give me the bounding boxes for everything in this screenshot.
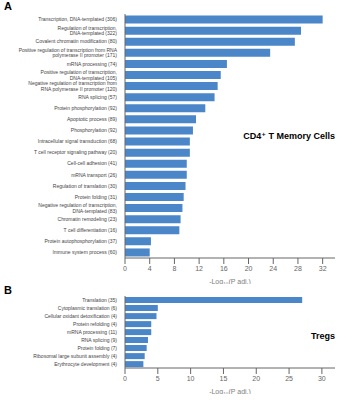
svg-text:Regulation of transcription,DN: Regulation of transcription,DNA-template… — [58, 25, 118, 37]
svg-text:Immune system process (60): Immune system process (60) — [53, 249, 118, 255]
svg-text:mRNA transport (26): mRNA transport (26) — [71, 172, 117, 178]
svg-text:Ribosomal large subunit assemb: Ribosomal large subunit assembly (4) — [33, 353, 117, 359]
svg-text:20: 20 — [252, 375, 260, 382]
svg-text:25: 25 — [285, 375, 293, 382]
svg-text:Erythrocyte development (4): Erythrocyte development (4) — [54, 361, 117, 367]
svg-text:RNA splicing (57): RNA splicing (57) — [78, 94, 117, 100]
svg-text:Cell-cell adhesion (41): Cell-cell adhesion (41) — [67, 160, 117, 166]
svg-text:-Log₁₀(P adj.): -Log₁₀(P adj.) — [209, 388, 251, 394]
svg-text:Intracellular signal transduct: Intracellular signal transduction (68) — [38, 138, 118, 144]
svg-text:32: 32 — [319, 265, 327, 272]
svg-text:16: 16 — [220, 265, 228, 272]
svg-text:Translation (35): Translation (35) — [82, 297, 117, 303]
svg-text:Covalent chromatin modificatio: Covalent chromatin modification (80) — [36, 38, 118, 44]
svg-text:12: 12 — [195, 265, 203, 272]
svg-text:Phosphorylation (92): Phosphorylation (92) — [71, 127, 117, 133]
svg-text:-Log₁₀(P adj.): -Log₁₀(P adj.) — [209, 278, 251, 284]
svg-text:T cell receptor signaling path: T cell receptor signaling pathway (20) — [34, 149, 117, 155]
svg-text:24: 24 — [269, 265, 277, 272]
svg-text:10: 10 — [187, 375, 195, 382]
svg-text:30: 30 — [318, 375, 326, 382]
svg-text:mRNA processing (74): mRNA processing (74) — [67, 61, 118, 67]
svg-text:4: 4 — [148, 265, 152, 272]
svg-text:Regulation of translation (30): Regulation of translation (30) — [53, 183, 118, 189]
svg-text:Negative regulation of transcr: Negative regulation of transcription,DNA… — [38, 202, 117, 214]
svg-text:8: 8 — [172, 265, 176, 272]
svg-text:T cell differentiation (16): T cell differentiation (16) — [64, 227, 118, 233]
svg-text:Protein refolding (4): Protein refolding (4) — [73, 321, 117, 327]
svg-text:0: 0 — [123, 265, 127, 272]
svg-text:Cytoplasmic translation (6): Cytoplasmic translation (6) — [58, 305, 118, 311]
svg-text:mRNA processing (11): mRNA processing (11) — [67, 329, 117, 335]
html-text:B: B — [4, 284, 12, 296]
svg-text:RNA splicing (9): RNA splicing (9) — [81, 337, 117, 343]
html-text:A: A — [4, 0, 12, 12]
svg-text:Protein folding (31): Protein folding (31) — [75, 194, 118, 200]
svg-text:Protein autophosphorylation (3: Protein autophosphorylation (37) — [44, 238, 117, 244]
svg-text:Transcription, DNA-templated (: Transcription, DNA-templated (306) — [38, 16, 117, 22]
svg-text:Protein folding (7): Protein folding (7) — [78, 345, 118, 351]
svg-text:Positive regulation of transcr: Positive regulation of transcription fro… — [19, 47, 118, 59]
svg-text:Chromatin remodeling (23): Chromatin remodeling (23) — [58, 216, 118, 222]
svg-text:Positive regulation of transcr: Positive regulation of transcription,DNA… — [41, 69, 118, 81]
html-text:CD4⁺ T Memory Cells: CD4⁺ T Memory Cells — [243, 131, 335, 141]
svg-text:Cellular oxidant detoxificatio: Cellular oxidant detoxification (4) — [44, 313, 117, 319]
svg-text:0: 0 — [123, 375, 127, 382]
svg-text:Negative regulation of transcr: Negative regulation of transcription fro… — [28, 80, 117, 92]
html-text:Tregs: Tregs — [311, 330, 335, 341]
svg-text:5: 5 — [156, 375, 160, 382]
svg-text:Apoptotic process (89): Apoptotic process (89) — [67, 116, 117, 122]
svg-text:Protein phosphorylation (92): Protein phosphorylation (92) — [54, 105, 117, 111]
svg-text:15: 15 — [220, 375, 228, 382]
svg-text:28: 28 — [294, 265, 302, 272]
svg-text:20: 20 — [245, 265, 253, 272]
